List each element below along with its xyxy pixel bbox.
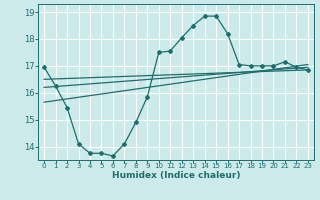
X-axis label: Humidex (Indice chaleur): Humidex (Indice chaleur) bbox=[112, 171, 240, 180]
